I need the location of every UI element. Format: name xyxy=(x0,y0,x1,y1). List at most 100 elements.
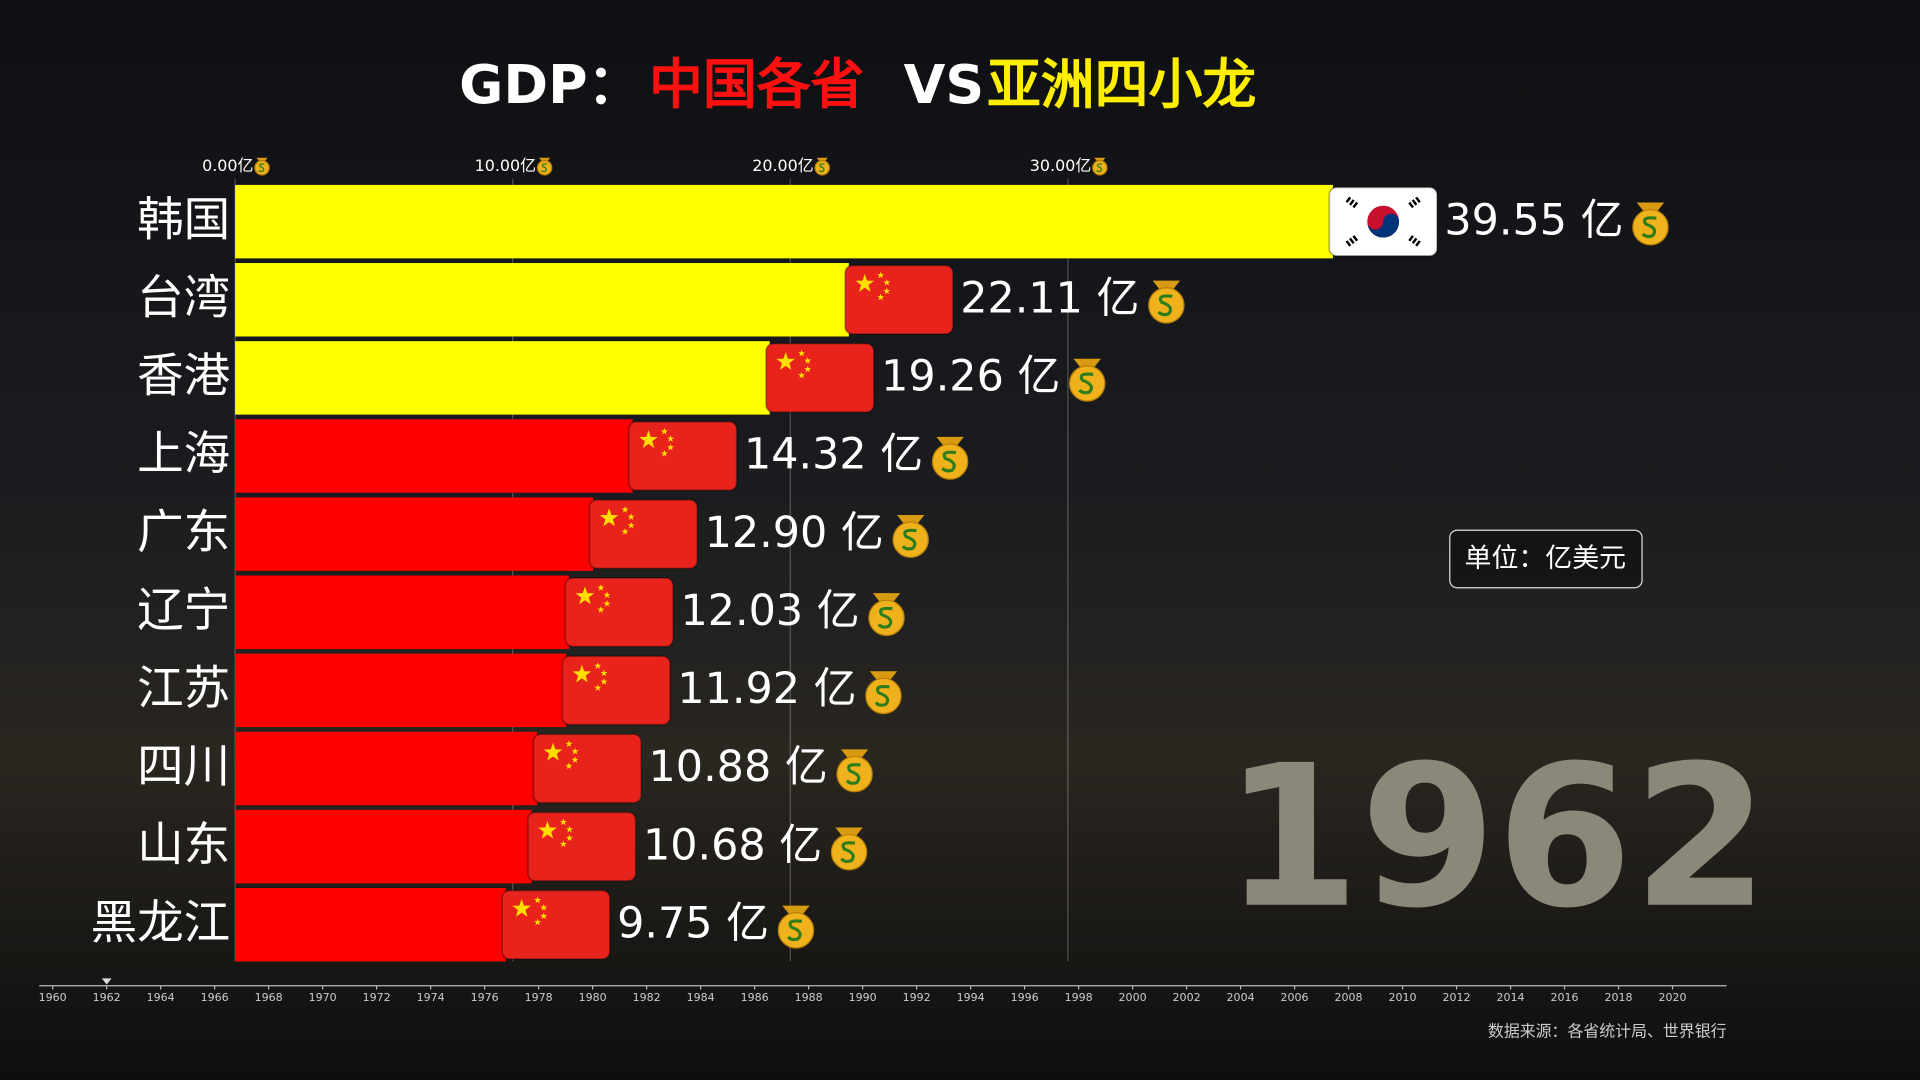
money-bag-icon xyxy=(1078,372,1094,395)
flag-icon xyxy=(603,600,611,607)
timeline-tick-label: 1994 xyxy=(957,991,985,1004)
timeline-tick-label: 1976 xyxy=(471,991,499,1004)
money-bag-icon xyxy=(782,905,810,916)
flag-icon xyxy=(667,443,675,451)
bar xyxy=(235,263,849,337)
title-part: 亚洲四小龙 xyxy=(987,53,1256,116)
flag-icon xyxy=(571,756,579,763)
flag-icon xyxy=(1408,235,1422,248)
bar xyxy=(235,653,566,728)
timeline-tick-label: 2018 xyxy=(1605,991,1633,1004)
flag-icon xyxy=(660,427,668,435)
value-label: 12.90 亿 xyxy=(705,508,884,558)
bar xyxy=(235,341,770,415)
flag-icon xyxy=(603,591,611,599)
flag-icon xyxy=(776,352,795,370)
money-bag-icon xyxy=(840,749,869,760)
flag-icon xyxy=(566,834,574,842)
flag-icon xyxy=(571,747,579,755)
flag-icon xyxy=(564,577,675,648)
money-bag-icon xyxy=(874,685,890,707)
flag-icon xyxy=(559,840,567,848)
flag-icon xyxy=(1344,195,1359,209)
flag-icon xyxy=(566,825,574,833)
flag-icon xyxy=(600,669,608,677)
chart-title: GDP： 中国各省 VS 亚洲四小龙 xyxy=(459,53,1256,116)
flag-icon xyxy=(798,371,806,379)
money-bag-icon xyxy=(258,163,265,173)
money-bag-icon xyxy=(840,841,856,864)
bar xyxy=(235,731,538,806)
source-note: 数据来源：各省统计局、世界银行 xyxy=(1488,1022,1727,1041)
money-bag-icon xyxy=(896,515,925,525)
timeline-marker xyxy=(101,978,112,985)
money-bag-icon xyxy=(541,163,548,173)
money-bag-icon xyxy=(1636,202,1665,213)
money-bag-icon xyxy=(1096,163,1103,173)
flag-icon xyxy=(540,912,548,920)
timeline-tick-label: 1990 xyxy=(849,991,877,1004)
timeline-tick-label: 2004 xyxy=(1227,991,1255,1004)
value-label: 19.26 亿 xyxy=(881,352,1060,402)
flag-icon xyxy=(627,513,635,520)
timeline-tick-label: 2014 xyxy=(1497,991,1525,1004)
money-bag-icon xyxy=(1641,216,1657,239)
flag-icon xyxy=(600,678,608,685)
money-bag-icon xyxy=(869,671,898,682)
flag-icon xyxy=(534,896,542,904)
unit-note: 单位：亿美元 xyxy=(1465,543,1627,574)
x-tick-label: 10.00亿 xyxy=(475,156,536,175)
money-bag-icon xyxy=(835,827,863,838)
flag-icon xyxy=(588,498,699,570)
flag-icon xyxy=(855,274,875,292)
value-label: 10.68 亿 xyxy=(643,820,822,870)
value-label: 39.55 亿 xyxy=(1444,195,1623,245)
year-label: 1962 xyxy=(1224,724,1769,952)
unit-box xyxy=(1449,529,1643,589)
flag-icon xyxy=(621,528,629,535)
flag-icon xyxy=(597,584,605,591)
flag-icon xyxy=(501,889,611,960)
timeline-tick-label: 2002 xyxy=(1173,991,1201,1004)
flag-icon xyxy=(1344,235,1359,248)
flag-icon xyxy=(660,449,668,457)
money-bag-icon xyxy=(1073,358,1101,369)
y-tick-label: 辽宁 xyxy=(137,583,230,637)
flag-icon xyxy=(667,435,675,442)
y-tick-label: 广东 xyxy=(137,505,230,559)
bar xyxy=(235,809,532,884)
timeline-tick-label: 1986 xyxy=(741,991,769,1004)
timeline-tick-label: 1970 xyxy=(309,991,337,1004)
flag-icon xyxy=(599,508,619,527)
value-label: 14.32 亿 xyxy=(744,430,923,480)
money-bag-icon xyxy=(818,163,825,173)
flag-icon xyxy=(804,365,812,373)
timeline-tick-label: 1984 xyxy=(687,991,715,1004)
money-bag-icon xyxy=(941,450,957,473)
y-tick-label: 上海 xyxy=(137,427,230,481)
flag-icon xyxy=(540,903,548,911)
y-tick-label: 山东 xyxy=(137,817,230,871)
flag-icon xyxy=(561,655,671,726)
flag-icon xyxy=(565,762,573,770)
timeline-tick-label: 1974 xyxy=(417,991,445,1004)
bar xyxy=(235,419,633,493)
y-tick-label: 台湾 xyxy=(137,270,230,324)
flag-icon xyxy=(1367,213,1400,238)
value-label: 22.11 亿 xyxy=(960,273,1139,323)
flag-icon xyxy=(804,357,812,364)
timeline-tick-label: 1998 xyxy=(1065,991,1093,1004)
y-tick-label: 香港 xyxy=(137,349,230,403)
bar xyxy=(235,888,506,962)
flag-icon xyxy=(575,586,595,605)
y-tick-label: 四川 xyxy=(137,739,230,793)
timeline-tick-label: 2020 xyxy=(1659,991,1687,1004)
timeline-tick-label: 2000 xyxy=(1119,991,1147,1004)
money-bag-icon xyxy=(1152,280,1181,291)
flag-icon xyxy=(594,684,602,691)
flag-icon xyxy=(798,349,806,357)
value-label: 10.88 亿 xyxy=(649,742,828,792)
timeline-tick-label: 1988 xyxy=(795,991,823,1004)
